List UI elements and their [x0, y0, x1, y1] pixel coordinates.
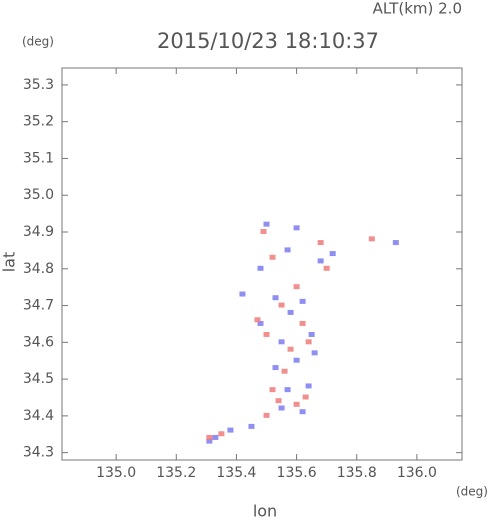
data-point	[317, 258, 324, 264]
x-unit: (deg)	[456, 485, 488, 499]
x-tick-label: 135.0	[96, 465, 136, 481]
data-point	[284, 247, 291, 253]
data-point	[392, 240, 399, 246]
data-point	[212, 434, 219, 440]
data-point	[281, 368, 288, 374]
data-point	[278, 302, 285, 308]
x-tick-label: 136.0	[397, 465, 437, 481]
data-point	[287, 309, 294, 315]
y-tick-label: 35.0	[23, 187, 54, 203]
x-tick-label: 135.6	[277, 465, 317, 481]
x-tick-label: 135.4	[216, 465, 256, 481]
data-point	[299, 409, 306, 415]
y-axis-label: lat	[0, 252, 19, 273]
y-tick-label: 35.1	[23, 150, 54, 166]
y-tick-label: 35.3	[23, 77, 54, 93]
y-tick-label: 34.9	[23, 224, 54, 240]
data-point	[299, 320, 306, 326]
x-tick-label: 135.2	[156, 465, 196, 481]
data-point	[308, 331, 315, 337]
data-point	[323, 265, 330, 271]
data-point	[293, 225, 300, 231]
x-axis-label: lon	[253, 502, 277, 521]
data-point	[305, 383, 312, 389]
data-point	[278, 339, 285, 345]
annotation: ALT(km) 2.0	[373, 0, 462, 18]
y-tick-label: 34.3	[23, 445, 54, 461]
data-point	[206, 434, 213, 440]
data-point	[263, 412, 270, 418]
data-point	[272, 365, 279, 371]
data-point	[263, 221, 270, 227]
y-tick-label: 34.6	[23, 334, 54, 350]
data-point	[329, 251, 336, 257]
data-point	[260, 229, 267, 235]
y-tick-label: 34.4	[23, 408, 54, 424]
data-point	[287, 346, 294, 352]
y-tick-label: 34.8	[23, 261, 54, 277]
data-point	[263, 331, 270, 337]
y-unit: (deg)	[22, 35, 54, 49]
data-point	[293, 284, 300, 290]
data-point	[311, 350, 318, 356]
y-tick-label: 34.7	[23, 298, 54, 314]
data-point	[302, 394, 309, 400]
data-point	[275, 398, 282, 404]
data-point	[248, 423, 255, 429]
data-point	[293, 401, 300, 407]
x-tick-label: 135.8	[337, 465, 377, 481]
data-point	[299, 298, 306, 304]
chart-title: 2015/10/23 18:10:37	[157, 29, 379, 53]
data-point	[317, 240, 324, 246]
data-point	[254, 317, 261, 323]
data-point	[284, 387, 291, 393]
data-point	[239, 291, 246, 297]
data-point	[257, 265, 264, 271]
data-point	[272, 295, 279, 301]
data-point	[257, 320, 264, 326]
y-tick-label: 34.5	[23, 371, 54, 387]
data-point	[269, 387, 276, 393]
data-point	[269, 254, 276, 260]
data-point	[293, 357, 300, 363]
data-point	[278, 405, 285, 411]
y-tick-label: 35.2	[23, 114, 54, 130]
data-point	[368, 236, 375, 242]
plot-frame	[61, 67, 463, 461]
data-point	[206, 438, 213, 444]
data-point	[218, 431, 225, 437]
data-point	[305, 339, 312, 345]
data-point	[227, 427, 234, 433]
